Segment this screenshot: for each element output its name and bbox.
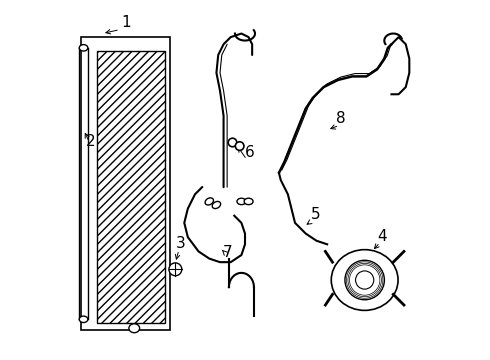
Text: 2: 2 <box>86 134 96 149</box>
Text: 4: 4 <box>377 229 387 244</box>
Text: 5: 5 <box>311 207 321 222</box>
Ellipse shape <box>212 202 220 208</box>
Text: 6: 6 <box>245 145 255 160</box>
Circle shape <box>169 263 182 276</box>
Bar <box>81 37 170 330</box>
Circle shape <box>345 260 385 300</box>
Ellipse shape <box>205 198 214 205</box>
Ellipse shape <box>79 316 88 323</box>
Bar <box>97 51 165 323</box>
Ellipse shape <box>129 324 140 333</box>
Ellipse shape <box>331 249 398 310</box>
Circle shape <box>356 271 374 289</box>
Ellipse shape <box>244 198 253 204</box>
Text: 1: 1 <box>122 15 131 31</box>
Circle shape <box>228 138 237 147</box>
Ellipse shape <box>79 45 88 51</box>
Text: 8: 8 <box>336 111 346 126</box>
Text: 3: 3 <box>176 236 186 251</box>
Circle shape <box>235 142 244 150</box>
Ellipse shape <box>237 198 246 204</box>
Text: 7: 7 <box>222 245 232 260</box>
